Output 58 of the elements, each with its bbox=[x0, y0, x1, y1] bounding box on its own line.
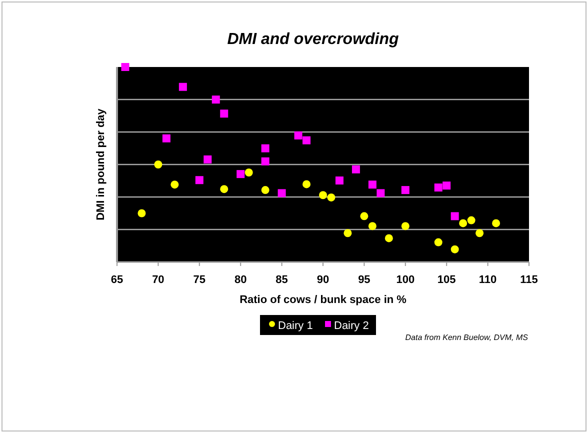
x-tick-label: 95 bbox=[358, 274, 370, 286]
x-tick-label: 75 bbox=[193, 274, 206, 286]
point bbox=[401, 222, 410, 230]
x-tick-label: 110 bbox=[478, 274, 497, 286]
point bbox=[467, 216, 476, 224]
point bbox=[442, 182, 451, 190]
point bbox=[434, 184, 442, 192]
x-tick-label: 105 bbox=[437, 274, 456, 286]
point bbox=[244, 168, 253, 176]
point bbox=[302, 180, 311, 188]
point bbox=[212, 96, 220, 104]
point bbox=[384, 234, 393, 242]
point bbox=[261, 186, 270, 194]
point bbox=[344, 229, 352, 238]
point bbox=[368, 180, 376, 189]
point bbox=[121, 63, 130, 71]
point bbox=[294, 131, 302, 140]
point bbox=[278, 189, 286, 198]
point bbox=[236, 170, 245, 178]
x-tick-label: 80 bbox=[234, 274, 247, 286]
point bbox=[261, 144, 270, 152]
point bbox=[476, 229, 484, 238]
point bbox=[204, 155, 212, 164]
chart-title: DMI and overcrowding bbox=[227, 31, 400, 48]
point bbox=[154, 160, 162, 168]
point bbox=[434, 238, 442, 246]
point bbox=[170, 180, 179, 189]
legend-label: Dairy 2 bbox=[334, 320, 369, 332]
point bbox=[335, 176, 344, 184]
point bbox=[220, 110, 228, 118]
legend-label: Dairy 1 bbox=[278, 320, 313, 332]
point bbox=[220, 185, 228, 194]
point bbox=[360, 212, 368, 220]
y-axis-title: DMI in pound per day bbox=[95, 108, 107, 220]
point bbox=[352, 165, 360, 174]
point bbox=[261, 157, 270, 166]
x-tick-label: 85 bbox=[276, 274, 288, 286]
point bbox=[459, 219, 468, 228]
point bbox=[195, 176, 204, 184]
point bbox=[368, 222, 376, 230]
x-tick-label: 65 bbox=[110, 274, 124, 286]
point bbox=[327, 193, 336, 202]
x-tick-label: 90 bbox=[316, 274, 330, 286]
point bbox=[450, 212, 459, 220]
point bbox=[319, 191, 327, 200]
x-tick-label: 100 bbox=[396, 274, 415, 286]
x-tick-label: 70 bbox=[152, 274, 164, 286]
point bbox=[376, 189, 385, 198]
point bbox=[138, 209, 146, 218]
point bbox=[302, 136, 311, 144]
point bbox=[450, 245, 459, 254]
point bbox=[401, 186, 410, 194]
text: Data from Kenn Buelow, DVM, MS bbox=[405, 333, 529, 342]
point bbox=[178, 82, 187, 91]
point bbox=[162, 134, 170, 142]
x-axis-title: Ratio of cows / bunk space in % bbox=[240, 294, 407, 306]
x-tick-label: 115 bbox=[520, 274, 538, 286]
point bbox=[492, 219, 500, 228]
